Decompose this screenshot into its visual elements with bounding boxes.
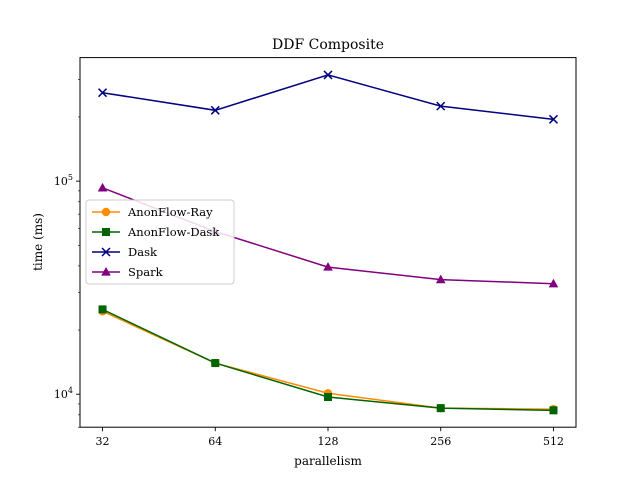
series-anonflow-dask: [98, 305, 558, 415]
data-point-dask: [210, 105, 220, 115]
data-point-dask: [548, 114, 558, 124]
legend-label-anonflow-dask: AnonFlow-Dask: [127, 225, 220, 239]
data-point-anonflow-dask: [549, 406, 558, 415]
legend-marker-dask: [101, 247, 111, 257]
y-tick-exponent: 4: [68, 386, 73, 395]
x-tick-label: 32: [96, 435, 110, 448]
plot-frame: [79, 57, 577, 428]
series-dask: [98, 70, 558, 124]
x-axis-label: parallelism: [294, 454, 362, 468]
legend-marker-anonflow-ray: [101, 207, 111, 217]
legend-box: [85, 199, 235, 285]
legend-label-anonflow-ray: AnonFlow-Ray: [127, 205, 213, 219]
legend: AnonFlow-Ray AnonFlow-Dask Dask Spark: [85, 199, 235, 285]
legend-marker-anonflow-dask: [102, 228, 110, 236]
data-point-anonflow-dask: [98, 305, 107, 314]
y-tick-label: 104: [54, 386, 73, 401]
data-point-anonflow-dask: [324, 393, 332, 402]
data-point-anonflow-dask: [211, 359, 220, 368]
chart-title: DDF Composite: [272, 37, 384, 53]
data-point-dask: [98, 88, 108, 98]
y-tick-base: 10: [54, 388, 68, 401]
x-tick-label: 256: [430, 435, 451, 448]
data-point-anonflow-dask: [436, 404, 445, 413]
legend-marker-spark: [101, 267, 111, 276]
y-tick-label: 105: [54, 173, 73, 188]
x-tick-label: 64: [208, 435, 222, 448]
x-tick-label: 128: [318, 435, 339, 448]
legend-label-spark: Spark: [128, 265, 164, 279]
legend-label-dask: Dask: [128, 245, 158, 259]
data-point-spark: [97, 182, 108, 192]
y-tick-exponent: 5: [68, 173, 73, 182]
data-point-dask: [323, 70, 333, 80]
y-tick-base: 10: [54, 175, 68, 188]
x-tick-label: 512: [543, 435, 564, 448]
data-point-spark: [323, 262, 333, 271]
y-axis-label: time (ms): [31, 213, 45, 271]
data-point-dask: [436, 101, 446, 111]
data-point-spark: [435, 274, 446, 284]
data-point-spark: [548, 278, 559, 288]
